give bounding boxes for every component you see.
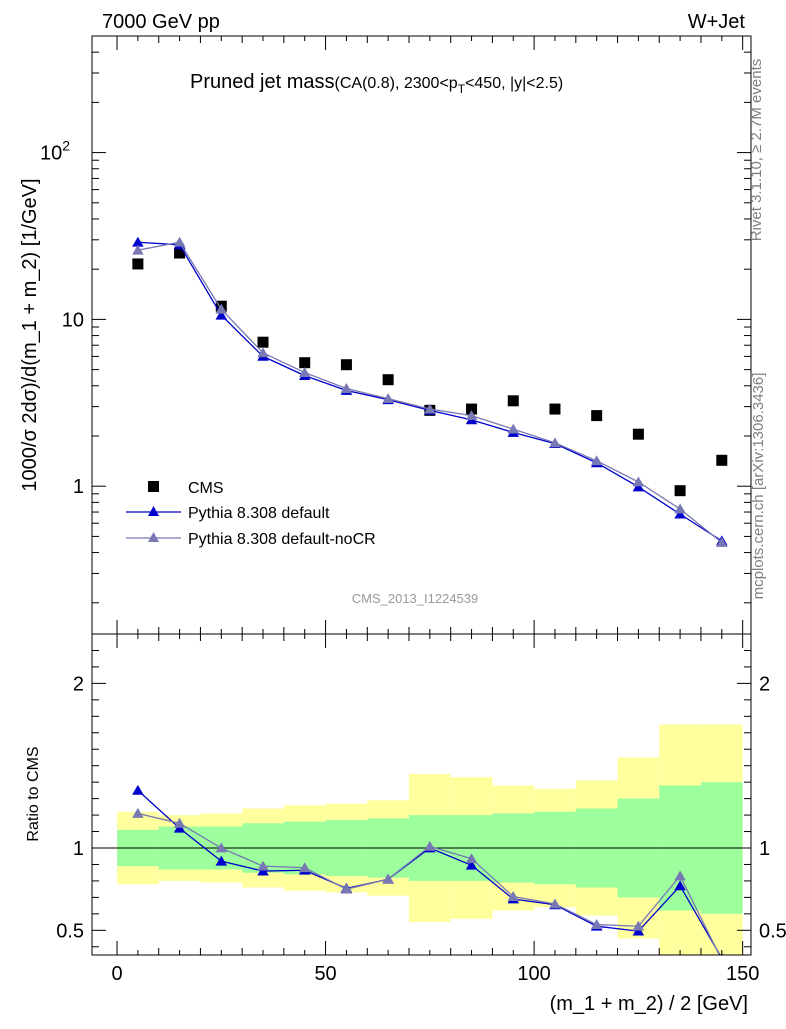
- main-cms-point: [132, 258, 144, 270]
- ratio-y-tick-label: 1: [73, 838, 84, 860]
- main-series-point-2: [465, 410, 478, 421]
- main-series-point-1: [674, 508, 686, 519]
- main-series-point-2: [298, 367, 311, 377]
- main-series-point-2: [674, 503, 686, 514]
- ratio-series-point-1: [173, 817, 186, 828]
- main-cms-point: [299, 357, 311, 369]
- ratio-bands: [117, 724, 743, 955]
- legend-marker-pythia-nocr: [148, 532, 159, 542]
- ratio-series-point-0: [215, 855, 228, 866]
- ratio-y-tick-label-right: 2: [759, 673, 770, 695]
- ratio-frame: [91, 633, 752, 956]
- main-series-line-1: [137, 241, 723, 542]
- x-tick-label: 50: [314, 963, 336, 985]
- main-cms-point: [632, 428, 644, 440]
- main-ticks: [92, 35, 751, 634]
- x-tick-labels: 0 50 100 150: [111, 963, 759, 985]
- main-y-tick-label: 1: [73, 476, 84, 498]
- main-series: [132, 236, 728, 547]
- ratio-series-point-0: [132, 784, 144, 795]
- rivet-label: Rivet 3.1.10, ≥ 2.7M events: [748, 59, 765, 242]
- plot-title-sub-subscript: T: [458, 82, 466, 96]
- ratio-series-point-0: [674, 880, 686, 891]
- main-series-point-2: [173, 236, 186, 247]
- main-series-point-2: [132, 244, 144, 255]
- ratio-series-point-1: [549, 898, 561, 909]
- main-series-point-2: [507, 423, 520, 434]
- plot-title-main: Pruned jet mass: [190, 71, 335, 93]
- main-cms-point: [674, 485, 686, 497]
- main-series-line-2: [137, 241, 723, 543]
- ratio-y-tick-labels: 0.5 0.5 1 1 2 2: [56, 673, 786, 942]
- main-cms-point: [382, 374, 394, 386]
- main-cms-point: [549, 403, 561, 415]
- plot-title: Pruned jet mass(CA(0.8), 2300<pT<450, |y…: [190, 71, 563, 96]
- main-series-point-2: [382, 393, 394, 404]
- main-cms-point: [174, 247, 186, 259]
- ratio-ticks: [92, 634, 751, 955]
- ratio-series-point-1: [632, 920, 645, 931]
- main-series-point-2: [340, 383, 353, 393]
- main-y-tick-labels: 1 10 102: [40, 138, 84, 499]
- main-series-point-1: [132, 236, 144, 247]
- legend-label-pythia-nocr: Pythia 8.308 default-noCR: [188, 531, 376, 548]
- ratio-y-tick-label: 2: [73, 673, 84, 695]
- mcplots-label: mcplots.cern.ch [arXiv:1306.3436]: [750, 373, 767, 600]
- ratio-series-point-1: [382, 873, 394, 884]
- header-right: W+Jet: [688, 11, 746, 33]
- analysis-watermark: CMS_2013_I1224539: [352, 591, 479, 606]
- x-tick-label: 0: [111, 963, 122, 985]
- ratio-series-point-1: [132, 807, 144, 818]
- main-series-point-1: [215, 309, 228, 320]
- plot-title-sub-prefix: (CA(0.8), 2300<p: [335, 75, 458, 92]
- header-left: 7000 GeV pp: [102, 11, 220, 33]
- x-axis-title: (m_1 + m_2) / 2 [GeV]: [550, 993, 748, 1015]
- ratio-series: [132, 784, 724, 955]
- ratio-series-point-1: [340, 883, 353, 894]
- main-cms-point: [340, 359, 352, 371]
- ratio-series-point-1: [298, 862, 311, 873]
- ratio-y-tick-label-right: 0.5: [759, 920, 786, 942]
- ratio-y-tick-label: 0.5: [56, 920, 84, 942]
- x-tick-label: 100: [517, 963, 550, 985]
- ratio-series-point-1: [590, 919, 603, 929]
- main-cms-point: [466, 403, 478, 415]
- main-series-point-2: [590, 455, 603, 466]
- ratio-series-point-1: [424, 840, 436, 851]
- ratio-series-point-1: [507, 891, 520, 901]
- main-series-point-2: [215, 303, 228, 314]
- legend-marker-pythia-default: [148, 506, 159, 516]
- main-cms-point: [591, 410, 603, 422]
- main-cms-point: [716, 454, 728, 466]
- main-panel: 1 10 102: [40, 35, 752, 635]
- ratio-series-point-1: [465, 853, 478, 864]
- legend-label-cms: CMS: [188, 480, 224, 497]
- ratio-series-point-1: [674, 870, 686, 881]
- legend-marker-cms: [148, 481, 159, 492]
- ratio-series-point-0: [465, 859, 478, 870]
- main-series-point-2: [716, 536, 728, 547]
- x-tick-label: 150: [726, 963, 759, 985]
- main-series-point-2: [632, 476, 645, 487]
- plot-title-sub-suffix: <450, |y|<2.5): [465, 75, 563, 92]
- main-series-point-2: [549, 437, 561, 448]
- ratio-y-tick-label-right: 1: [759, 838, 770, 860]
- ratio-y-axis-title: Ratio to CMS: [25, 746, 42, 841]
- main-y-tick-label: 102: [40, 138, 70, 165]
- main-series-point-2: [257, 347, 269, 358]
- ratio-series-point-1: [215, 842, 228, 853]
- main-cms-point: [257, 336, 269, 348]
- ratio-panel: 0.5 0.5 1 1 2 2 0 50 100 150: [56, 633, 786, 985]
- legend: CMS Pythia 8.308 default Pythia 8.308 de…: [126, 480, 376, 548]
- main-y-tick-label: 10: [62, 309, 84, 331]
- main-series-point-2: [424, 403, 436, 414]
- main-cms-point: [507, 395, 519, 407]
- legend-label-pythia-default: Pythia 8.308 default: [188, 505, 330, 522]
- ratio-series-point-1: [257, 860, 269, 871]
- main-y-axis-title: 1000/σ 2dσ)/d(m_1 + m_2) [1/GeV]: [19, 178, 41, 491]
